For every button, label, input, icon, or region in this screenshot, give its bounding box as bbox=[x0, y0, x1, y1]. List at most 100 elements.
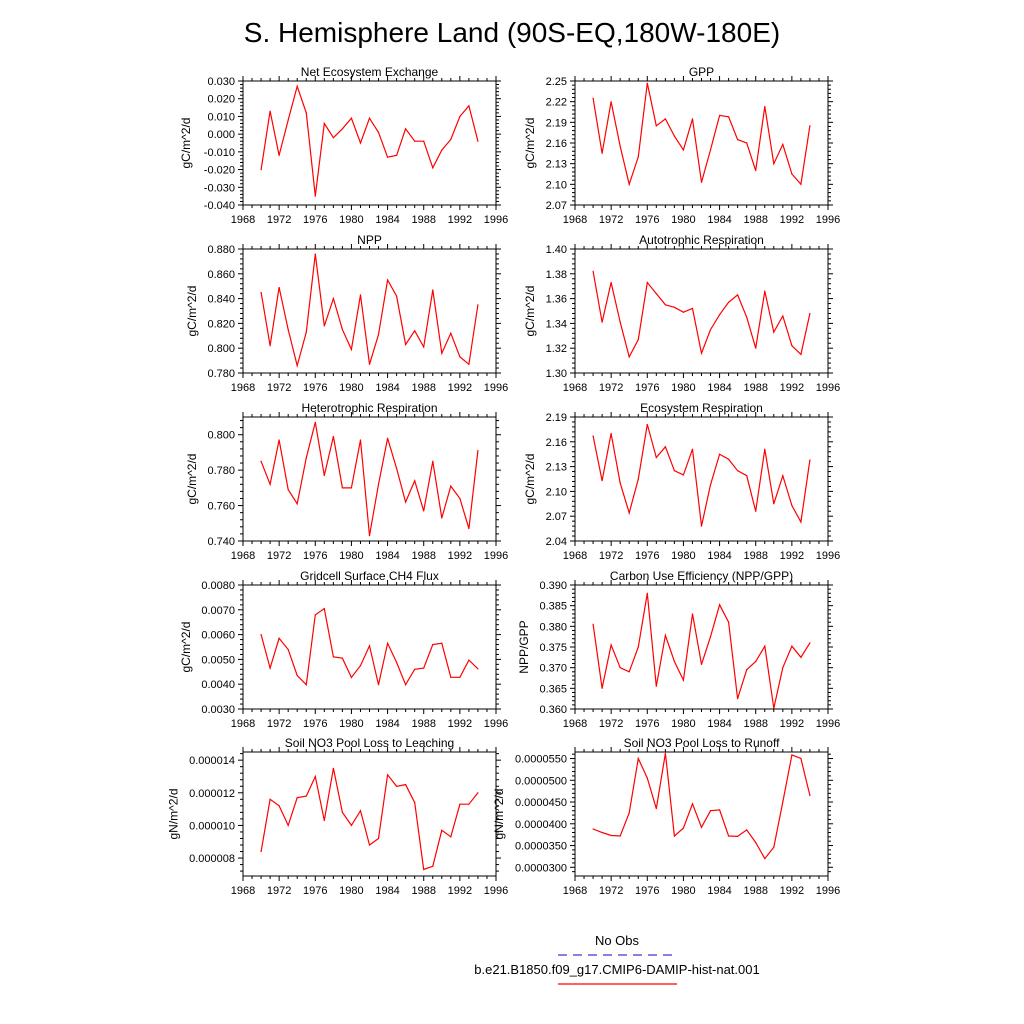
data-point bbox=[764, 645, 766, 647]
x-tick-label: 1984 bbox=[707, 382, 731, 394]
y-tick-label: 0.760 bbox=[207, 501, 235, 513]
data-point bbox=[305, 795, 307, 797]
x-tick-label: 1976 bbox=[635, 214, 659, 226]
data-point bbox=[791, 345, 793, 347]
panel-1: GPP 1968 1972 1976 1980 1984 1988 1992 1996 2.07 2… bbox=[523, 65, 840, 226]
y-tick-label: 0.020 bbox=[207, 94, 235, 106]
x-tick-label: 1992 bbox=[448, 382, 472, 394]
data-point bbox=[441, 642, 443, 644]
data-point bbox=[441, 517, 443, 519]
x-tick-label: 1976 bbox=[635, 718, 659, 730]
data-point bbox=[800, 353, 802, 355]
data-point bbox=[287, 119, 289, 121]
data-point bbox=[673, 835, 675, 837]
panel-8: Soil NO3 Pool Loss to Leaching 1968 1972 19… bbox=[166, 736, 508, 897]
data-point bbox=[260, 634, 262, 636]
data-point bbox=[287, 824, 289, 827]
data-point bbox=[314, 614, 316, 616]
data-point bbox=[350, 117, 353, 119]
data-point bbox=[323, 325, 325, 327]
data-point bbox=[377, 483, 380, 485]
x-tick-label: 1976 bbox=[303, 885, 327, 897]
data-point bbox=[700, 181, 703, 183]
y-tick-label: 0.0000550 bbox=[515, 754, 567, 766]
data-point bbox=[368, 117, 371, 119]
data-point bbox=[423, 140, 425, 142]
panels: Net Ecosystem Exchange 1968 1972 1976 1980 19… bbox=[166, 65, 840, 897]
figure-title: S. Hemisphere Land (90S-EQ,180W-180E) bbox=[244, 17, 780, 48]
x-tick-label: 1980 bbox=[339, 382, 363, 394]
data-point bbox=[728, 116, 730, 118]
data-point bbox=[323, 474, 325, 477]
panel-9: Soil NO3 Pool Loss to Runoff 1968 1972 1976… bbox=[492, 736, 840, 897]
data-point bbox=[682, 827, 685, 829]
x-tick-label: 1992 bbox=[780, 550, 804, 562]
data-point bbox=[592, 828, 594, 830]
data-point bbox=[673, 660, 675, 663]
data-point bbox=[260, 291, 262, 293]
data-point bbox=[341, 329, 343, 331]
x-tick-label: 1988 bbox=[411, 214, 435, 226]
y-tick-label: 1.38 bbox=[546, 269, 567, 281]
y-tick-label: -0.010 bbox=[204, 147, 235, 159]
data-point bbox=[610, 281, 612, 284]
x-tick-label: 1984 bbox=[375, 214, 399, 226]
data-point bbox=[691, 307, 694, 310]
data-point bbox=[459, 676, 461, 678]
data-point bbox=[305, 112, 307, 114]
data-point bbox=[737, 835, 739, 838]
x-tick-label: 1984 bbox=[707, 718, 731, 730]
data-point bbox=[728, 835, 730, 837]
y-tick-label: 0.0060 bbox=[201, 630, 235, 642]
data-point bbox=[682, 474, 685, 476]
data-point bbox=[592, 435, 594, 437]
x-tick-label: 1992 bbox=[780, 382, 804, 394]
data-point bbox=[468, 363, 470, 365]
data-point bbox=[746, 475, 748, 477]
x-tick-label: 1992 bbox=[448, 885, 472, 897]
x-tick-label: 1996 bbox=[484, 382, 508, 394]
data-point bbox=[709, 484, 712, 486]
x-tick-label: 1996 bbox=[484, 885, 508, 897]
data-point bbox=[450, 138, 452, 141]
data-point bbox=[459, 497, 461, 500]
data-point bbox=[673, 306, 675, 308]
x-tick-label: 1996 bbox=[484, 718, 508, 730]
x-tick-label: 1968 bbox=[231, 718, 255, 730]
series-line bbox=[260, 768, 479, 871]
x-tick-label: 1980 bbox=[671, 382, 695, 394]
x-tick-label: 1984 bbox=[707, 550, 731, 562]
plot-frame bbox=[242, 248, 497, 374]
data-point bbox=[655, 685, 657, 687]
data-point bbox=[296, 674, 298, 677]
data-point bbox=[468, 659, 470, 661]
data-point bbox=[323, 122, 325, 125]
panel-title: Gridcell Surface CH4 Flux bbox=[300, 569, 439, 583]
data-point bbox=[386, 774, 389, 776]
data-point bbox=[655, 807, 657, 810]
x-tick-label: 1972 bbox=[267, 214, 291, 226]
y-axis-label: gC/m^2/d bbox=[179, 622, 193, 673]
y-tick-label: 0.000012 bbox=[189, 788, 235, 800]
y-axis-label: gC/m^2/d bbox=[523, 454, 537, 505]
data-point bbox=[746, 316, 748, 318]
data-point bbox=[450, 676, 452, 678]
data-point bbox=[296, 85, 298, 87]
data-point bbox=[610, 834, 612, 837]
y-tick-label: 0.365 bbox=[539, 683, 567, 695]
series-line bbox=[592, 82, 811, 187]
y-tick-label: 0.0080 bbox=[201, 580, 235, 592]
y-tick-label: 0.0000400 bbox=[515, 819, 567, 831]
x-tick-label: 1976 bbox=[303, 382, 327, 394]
data-point bbox=[791, 173, 793, 175]
data-point bbox=[791, 645, 793, 647]
data-point bbox=[396, 785, 398, 787]
data-point bbox=[728, 301, 730, 303]
data-point bbox=[468, 528, 470, 530]
data-point bbox=[323, 819, 325, 822]
data-point bbox=[296, 364, 298, 367]
data-point bbox=[269, 798, 271, 800]
y-tick-label: 0.0000500 bbox=[515, 775, 567, 787]
data-point bbox=[386, 437, 389, 439]
x-tick-label: 1992 bbox=[780, 718, 804, 730]
